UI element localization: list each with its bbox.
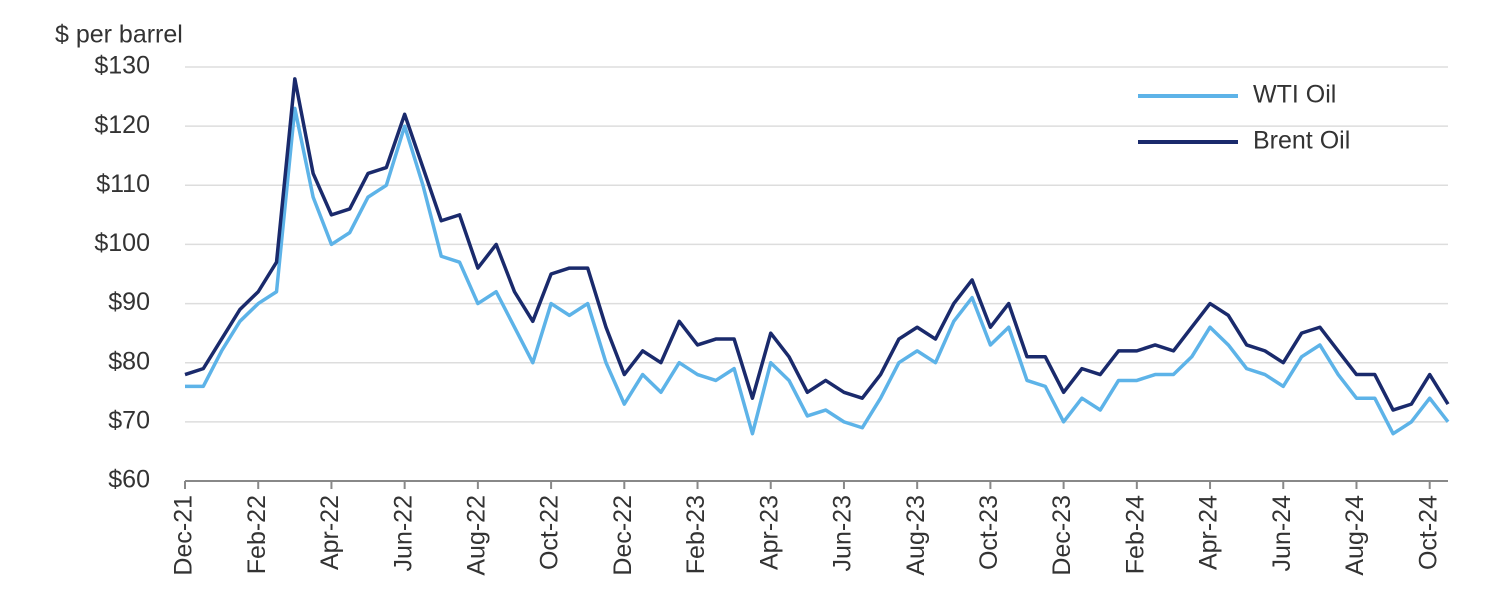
- x-tick-label: Feb-24: [1121, 495, 1149, 574]
- x-tick-label: Apr-24: [1195, 495, 1223, 570]
- y-tick-label: $120: [94, 111, 150, 139]
- x-tick-label: Aug-23: [902, 495, 930, 576]
- x-tick-label: Jun-22: [389, 495, 417, 571]
- series-line: [184, 77, 1450, 412]
- x-tick-label: Oct-22: [536, 495, 564, 570]
- x-tick-label: Dec-22: [609, 495, 637, 576]
- x-tick-label: Feb-23: [682, 495, 710, 574]
- y-tick-label: $60: [108, 466, 150, 494]
- x-tick-label: Oct-23: [975, 495, 1003, 570]
- y-tick-label: $100: [94, 229, 150, 257]
- y-tick-label: $80: [108, 347, 150, 375]
- x-tick-label: Apr-22: [316, 495, 344, 570]
- y-tick-label: $110: [96, 170, 150, 198]
- y-tick-label: $70: [108, 406, 150, 434]
- y-axis-title: $ per barrel: [55, 21, 183, 49]
- x-tick-label: Jun-24: [1268, 495, 1296, 572]
- series-line: [185, 106, 1450, 436]
- x-tick-label: Feb-22: [243, 495, 271, 574]
- x-tick-label: Apr-23: [755, 495, 783, 570]
- x-tick-label: Jun-23: [829, 495, 857, 571]
- x-tick-label: Aug-22: [462, 495, 490, 576]
- y-tick-label: $130: [94, 52, 150, 80]
- legend-label: Brent Oil: [1253, 127, 1350, 155]
- x-tick-label: Dec-23: [1048, 495, 1076, 576]
- x-tick-label: Aug-24: [1341, 495, 1369, 576]
- x-tick-label: Dec-21: [170, 495, 198, 576]
- x-tick-label: Oct-24: [1414, 495, 1442, 570]
- y-tick-label: $90: [108, 288, 150, 316]
- legend-label: WTI Oil: [1253, 81, 1336, 109]
